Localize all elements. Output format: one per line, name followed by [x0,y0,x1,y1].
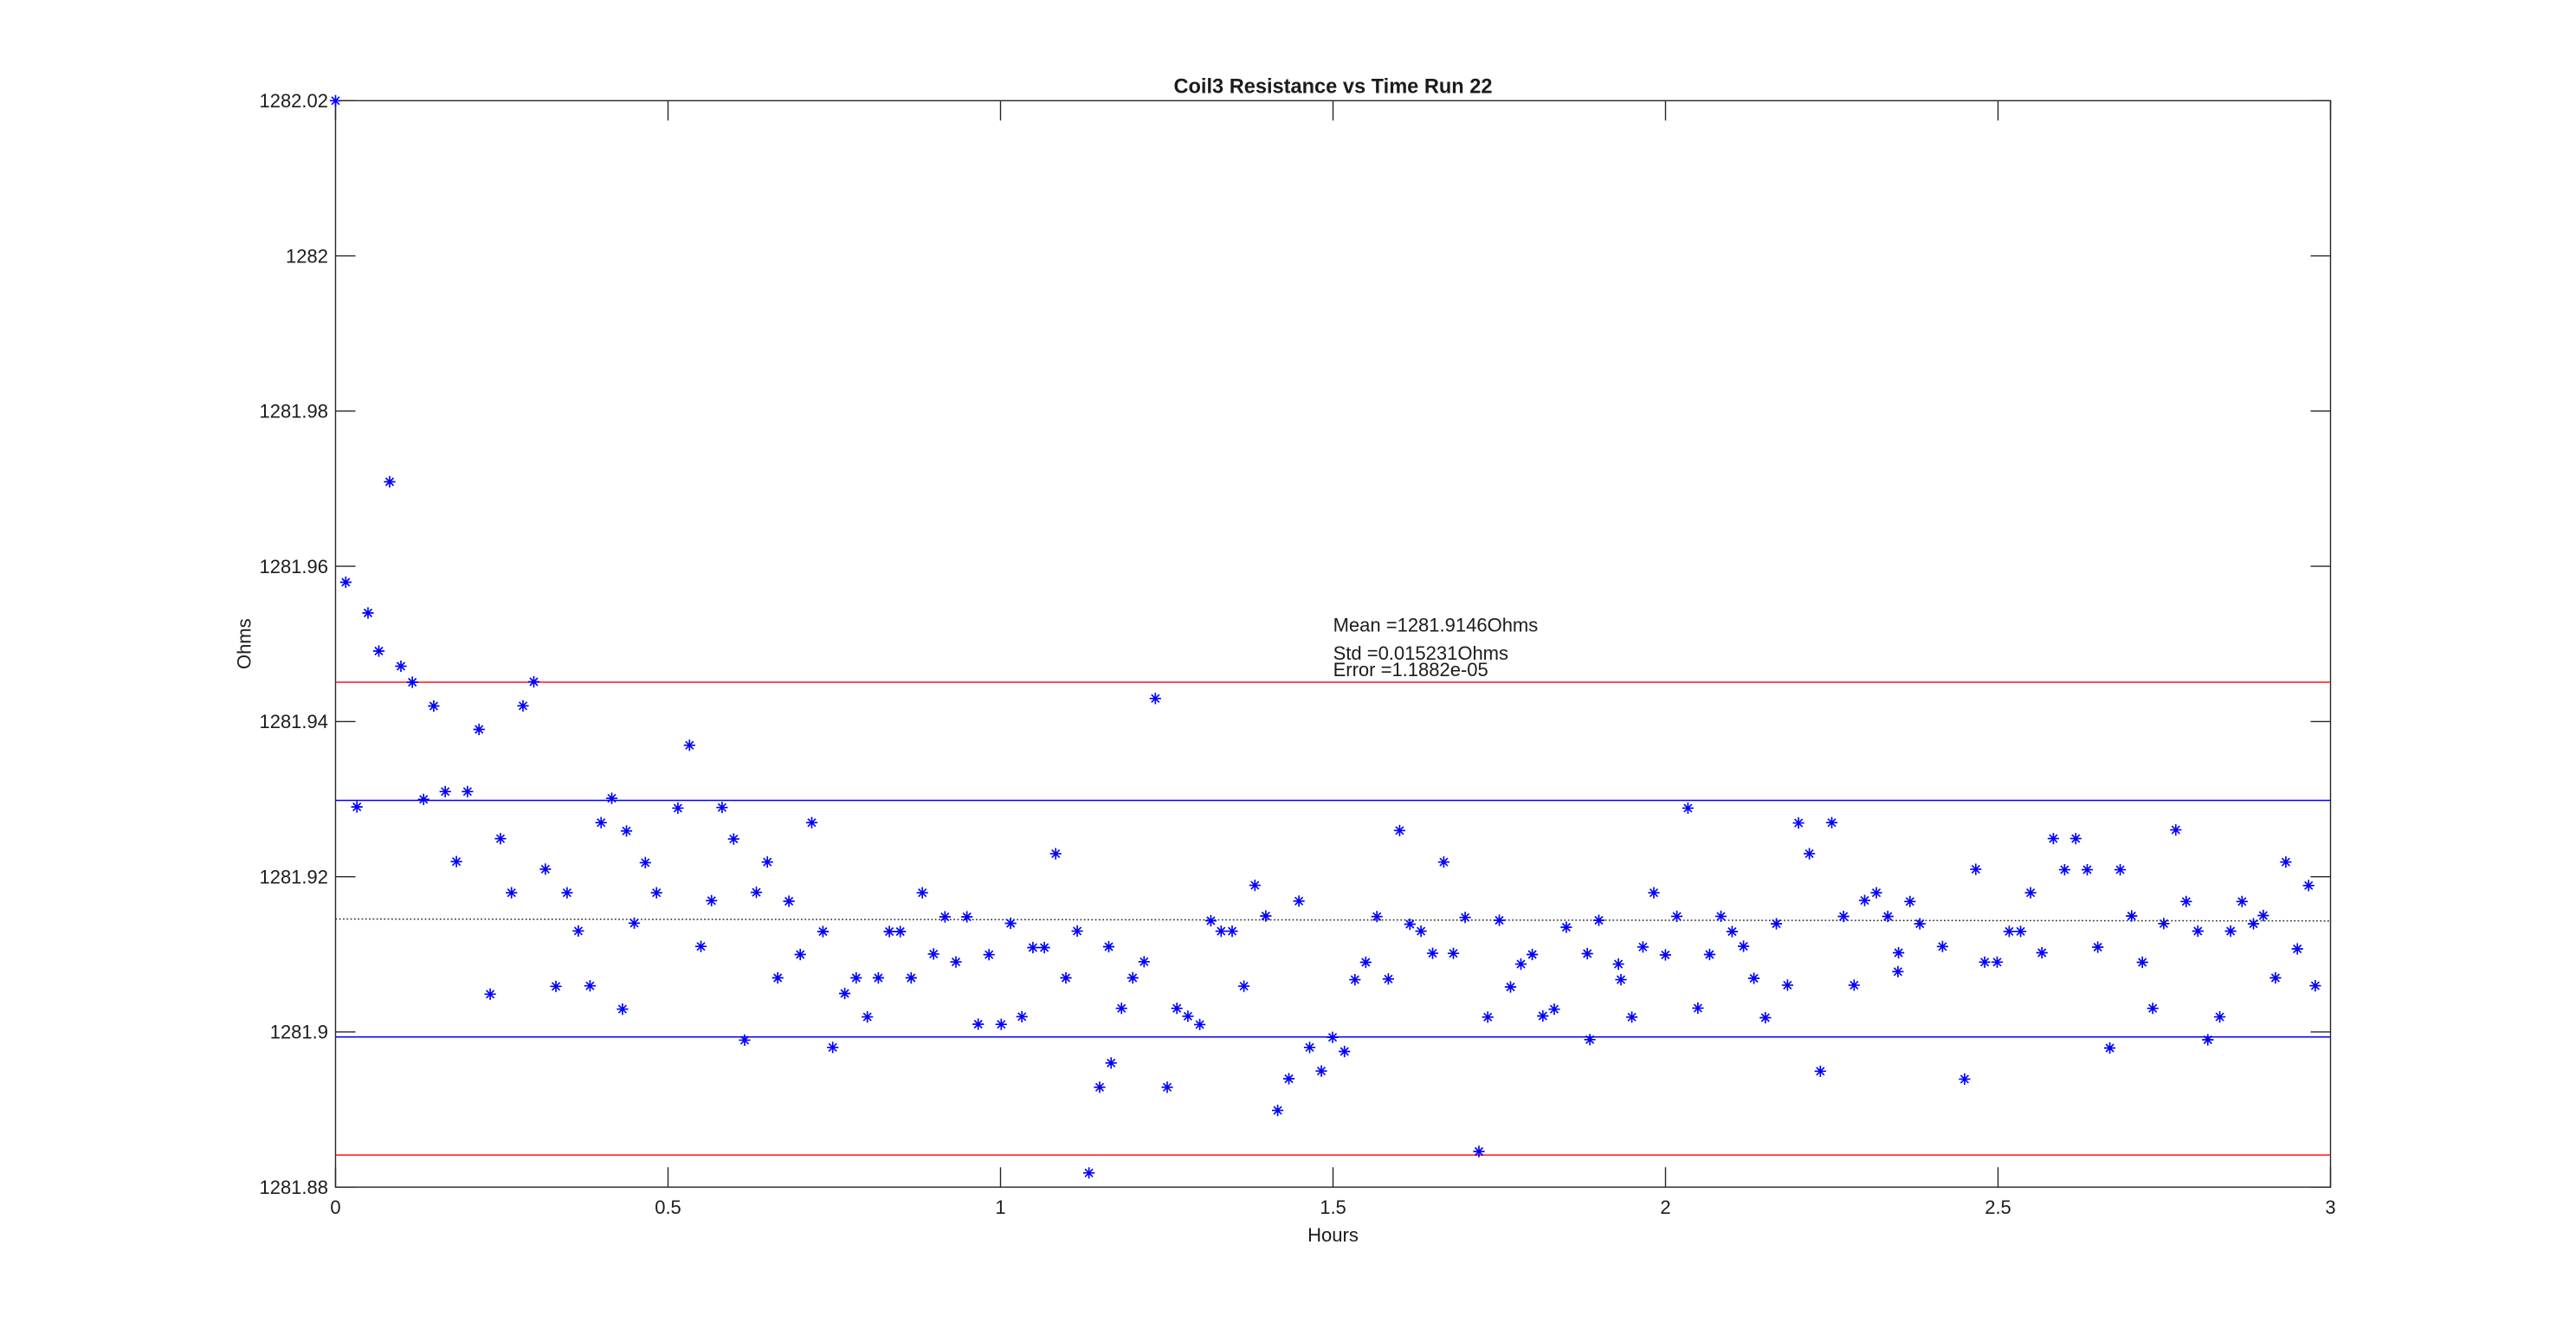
svg-text:Hours: Hours [1307,1224,1359,1246]
svg-text:1.5: 1.5 [1320,1196,1346,1218]
svg-text:0.5: 0.5 [655,1196,681,1218]
svg-text:Error =1.1882e-05: Error =1.1882e-05 [1333,659,1488,680]
svg-text:0: 0 [330,1196,340,1218]
svg-text:1281.9: 1281.9 [270,1022,328,1043]
svg-text:1281.88: 1281.88 [259,1177,328,1198]
svg-text:1: 1 [995,1196,1005,1218]
svg-text:1281.94: 1281.94 [259,711,328,732]
svg-text:Mean =1281.9146Ohms: Mean =1281.9146Ohms [1333,615,1539,636]
svg-text:1281.98: 1281.98 [259,401,328,422]
svg-text:Std =0.015231Ohms: Std =0.015231Ohms [1333,642,1508,664]
svg-text:1281.96: 1281.96 [259,556,328,577]
svg-text:Coil3 Resistance vs Time Run 2: Coil3 Resistance vs Time Run 22 [1173,76,1492,99]
svg-text:1282.02: 1282.02 [259,90,328,112]
svg-text:2: 2 [1660,1196,1670,1218]
svg-text:1282: 1282 [286,245,328,267]
svg-text:Ohms: Ohms [233,618,255,669]
svg-text:3: 3 [2325,1196,2335,1218]
svg-text:2.5: 2.5 [1985,1196,2011,1218]
svg-text:1281.92: 1281.92 [259,867,328,888]
